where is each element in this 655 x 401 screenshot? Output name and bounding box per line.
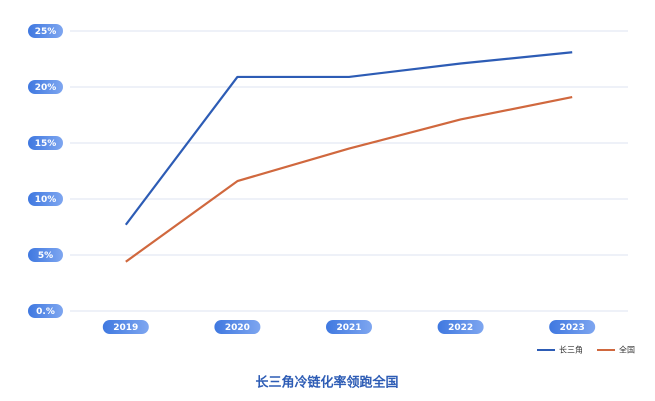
- y-tick-label: 20%: [35, 83, 57, 93]
- x-tick-pill: [102, 320, 149, 334]
- x-tick-pill: [326, 320, 372, 334]
- y-tick-label: 25%: [35, 27, 57, 37]
- y-tick-label: 5%: [38, 251, 53, 261]
- y-tick-label: 10%: [35, 195, 57, 205]
- y-tick-pill: [28, 192, 63, 206]
- chart-title: 长三角冷链化率领跑全国: [255, 375, 398, 391]
- x-tick-label: 2019: [113, 323, 138, 333]
- y-tick-pill: [28, 304, 63, 318]
- y-tick-pill: [28, 136, 63, 150]
- series-line: [125, 96, 573, 263]
- x-tick-label: 2022: [448, 323, 473, 333]
- legend-label: 长三角: [559, 345, 583, 355]
- x-tick-pill: [549, 320, 596, 334]
- y-tick-pill: [28, 80, 63, 94]
- series-line: [124, 51, 573, 226]
- y-tick-pill: [28, 24, 63, 38]
- y-tick-label: 15%: [35, 139, 57, 149]
- x-tick-pill: [437, 320, 484, 334]
- x-tick-pill: [214, 320, 261, 334]
- x-tick-label: 2021: [336, 323, 361, 333]
- x-tick-label: 2020: [225, 323, 250, 333]
- y-tick-label: 0.%: [36, 307, 55, 317]
- x-tick-label: 2023: [560, 323, 585, 333]
- y-tick-pill: [28, 248, 63, 262]
- legend-label: 全国: [619, 345, 635, 355]
